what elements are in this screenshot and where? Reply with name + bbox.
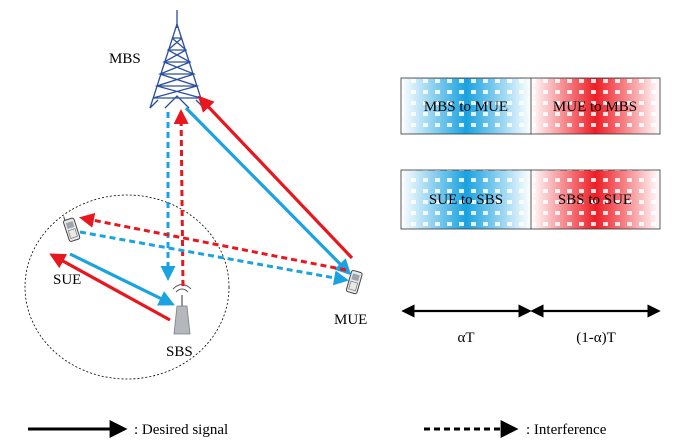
signal-arrows bbox=[49, 95, 354, 322]
sbs-mbs-interference bbox=[173, 109, 189, 287]
legend-desired-label: : Desired signal bbox=[134, 422, 228, 438]
small-cell-antenna-icon bbox=[172, 284, 192, 335]
mobile-phone-icon bbox=[345, 269, 363, 295]
mue-sue-interference bbox=[79, 212, 347, 272]
sue-to-sbs-arrow bbox=[69, 252, 175, 306]
timeline-alpha-t: αT bbox=[457, 330, 474, 346]
legend-interference-label: : Interference bbox=[526, 422, 607, 438]
timeline: αT (1-α)T bbox=[401, 304, 661, 346]
cell-tower-icon bbox=[149, 10, 205, 109]
frame-mbs-to-mue: MBS to MUE bbox=[424, 99, 508, 115]
mbs-label: MBS bbox=[109, 51, 141, 67]
sbs-label: SBS bbox=[166, 344, 193, 360]
small-cell-coverage bbox=[24, 194, 230, 380]
frame-row-1: MBS to MUE MUE to MBS bbox=[400, 77, 661, 135]
frame-sbs-to-sue: SBS to SUE bbox=[558, 192, 632, 208]
sue-label: SUE bbox=[53, 272, 81, 288]
sue-mue-interference bbox=[79, 230, 349, 286]
mobile-phone-icon bbox=[63, 216, 81, 242]
mue-to-mbs-arrow bbox=[197, 95, 354, 260]
frame-mue-to-mbs: MUE to MBS bbox=[553, 99, 637, 115]
legend: : Desired signal : Interference bbox=[28, 420, 607, 438]
frame-sue-to-sbs: SUE to SBS bbox=[429, 192, 503, 208]
sbs-to-sue-arrow bbox=[49, 253, 171, 322]
frame-row-2: SUE to SBS SBS to SUE bbox=[400, 169, 661, 230]
mbs-to-mue-arrow bbox=[184, 106, 352, 276]
mue-label: MUE bbox=[334, 312, 367, 328]
timeline-one-minus-alpha-t: (1-α)T bbox=[576, 330, 616, 346]
